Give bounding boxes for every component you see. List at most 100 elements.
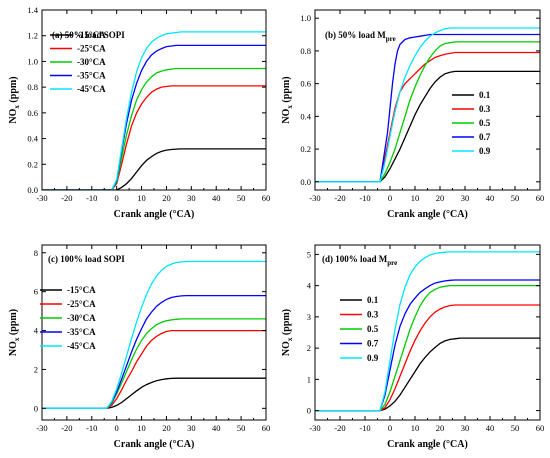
x-tick-label: -20 [61,423,72,433]
y-tick-label: 0.4 [27,134,38,144]
x-tick-label: 60 [536,423,545,433]
series-line-4 [315,279,540,412]
x-tick-label: 60 [536,193,545,203]
x-tick-label: 20 [436,193,445,203]
y-tick-label: 1.4 [27,5,38,15]
y-tick-label: 0 [307,406,311,416]
legend-label: 0.9 [479,146,491,156]
y-tick-label: 2 [307,343,311,353]
chart-panel-3: -30 -20 -10 0 10 20 30 40 50 60 0 2 4 6 8 Crank angle (… [8,244,271,450]
chart-panel-1: -30 -20 -10 0 10 20 30 40 50 60 0.0 0.2 0.4 0.6 0.8 1.0… [8,5,270,220]
series-line-3 [42,318,266,409]
legend-label: -15°CA [77,30,106,40]
series-line-5 [315,27,540,183]
x-tick-label: 60 [262,423,271,433]
series-line-1 [42,148,266,190]
x-axis-label: Crank angle (°CA) [387,439,468,450]
x-tick-label: -10 [86,423,97,433]
x-tick-label: 0 [115,193,119,203]
legend-label: 0.5 [479,118,491,128]
y-axis-label: NOx (ppm) [8,76,21,123]
y-tick-label: 8 [34,248,38,258]
y-tick-label: 4 [34,326,39,336]
y-tick-label: 0 [34,403,38,413]
series-line-2 [315,304,540,412]
legend-label: -45°CA [77,84,106,94]
legend-label: -25°CA [67,299,96,309]
y-tick-label: 6 [34,287,38,297]
legend-label: 0.1 [367,295,379,305]
y-tick-label: 2 [34,364,38,374]
legend-label: 0.5 [367,324,379,334]
chart-panel-4: -30 -20 -10 0 10 20 30 40 50 60 0 1 2 3 4 5 Crank angle … [281,244,545,450]
legend-label: 0.3 [367,310,379,320]
legend-label: 0.7 [367,339,379,349]
y-tick-label: 0.8 [300,46,311,56]
panel-title: (b) 50% load Mpre [325,30,396,43]
panel-title: (a) 50% load SOPI [52,30,125,40]
legend-label: 0.3 [479,104,491,114]
x-tick-label: 10 [411,423,420,433]
x-tick-label: 40 [486,193,495,203]
x-tick-label: -30 [309,193,320,203]
chart-panel-2: -30 -20 -10 0 10 20 30 40 50 60 0.0 0.2 0.4 0.6 0.8 1.0… [281,9,545,220]
y-tick-label: 5 [307,249,311,259]
series-line-1 [42,377,266,409]
y-tick-label: 1.0 [27,56,38,66]
x-tick-label: 20 [436,423,445,433]
plot-frame [314,244,541,421]
y-tick-label: 0.2 [27,159,38,169]
legend-label: 0.1 [479,90,491,100]
y-tick-label: 4 [307,281,312,291]
x-tick-label: 50 [237,193,246,203]
x-axis-label: Crank angle (°CA) [114,439,195,450]
legend-label: -35°CA [67,327,96,337]
x-tick-label: 60 [262,193,271,203]
y-tick-label: 0.6 [300,79,311,89]
x-tick-label: -30 [36,193,47,203]
x-tick-label: 20 [162,423,171,433]
y-tick-label: 0.4 [300,111,311,121]
x-tick-label: 10 [137,423,146,433]
series-line-4 [42,44,266,190]
series-line-3 [42,67,266,190]
x-tick-label: 40 [212,193,221,203]
panel-title: (d) 100% load Mpre [322,254,397,267]
x-tick-label: -10 [359,193,370,203]
series-line-4 [42,294,266,409]
x-tick-label: -30 [36,423,47,433]
series-line-3 [315,284,540,412]
x-tick-label: 50 [237,423,246,433]
x-axis-label: Crank angle (°CA) [114,209,195,220]
series-line-2 [315,51,540,183]
legend-label: -30°CA [67,313,96,323]
x-tick-label: 30 [187,193,196,203]
y-tick-label: 0.0 [27,185,38,195]
series-line-2 [42,329,266,409]
x-tick-label: 30 [461,193,470,203]
x-tick-label: 0 [388,193,392,203]
y-tick-label: 0.0 [300,177,311,187]
legend-label: -35°CA [77,71,106,81]
x-tick-label: 50 [511,423,520,433]
x-tick-label: 50 [511,193,520,203]
x-tick-label: -10 [86,193,97,203]
x-tick-label: 0 [115,423,119,433]
x-tick-label: 30 [461,423,470,433]
x-tick-label: 20 [162,193,171,203]
y-tick-label: 0.2 [300,144,311,154]
series-line-1 [315,337,540,412]
panel-title: (c) 100% load SOPI [48,254,125,264]
x-tick-label: 10 [137,193,146,203]
legend-label: -25°CA [77,44,106,54]
y-axis-label: NOx (ppm) [8,309,21,356]
series-line-4 [315,33,540,183]
y-tick-label: 1.0 [300,13,311,23]
x-tick-label: -20 [334,423,345,433]
x-axis-label: Crank angle (°CA) [387,209,468,220]
y-tick-label: 0.8 [27,82,38,92]
x-tick-label: 10 [411,193,420,203]
y-tick-label: 1 [307,374,311,384]
legend-label: -30°CA [77,57,106,67]
